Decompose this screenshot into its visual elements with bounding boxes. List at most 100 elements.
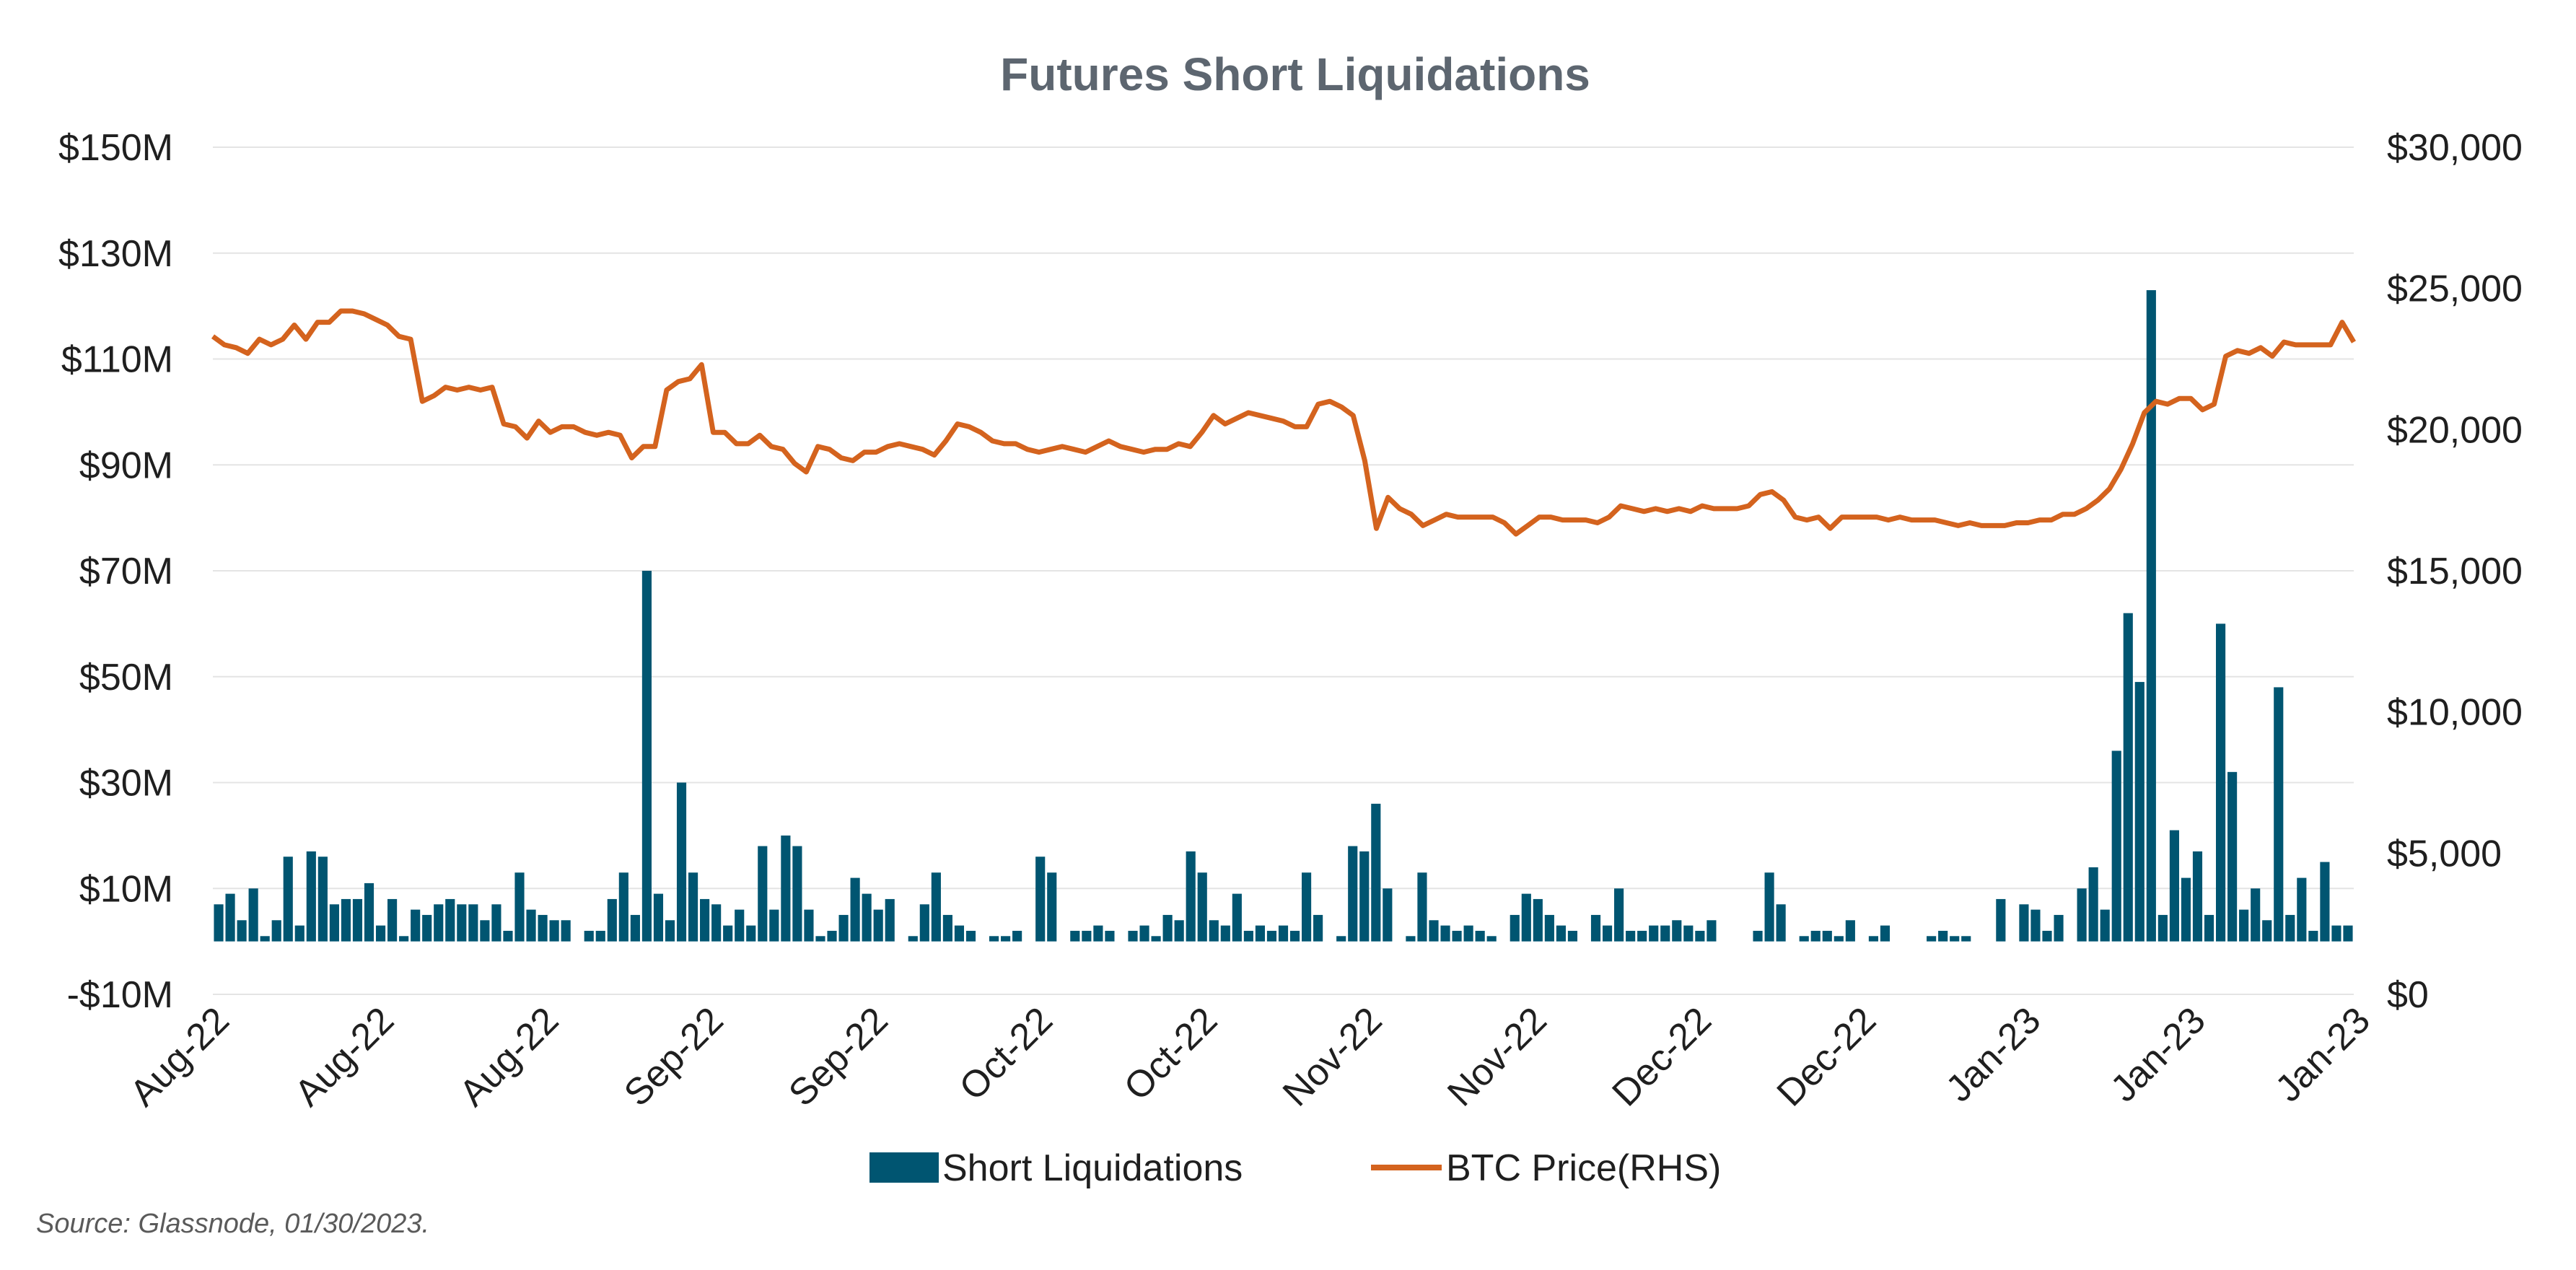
bar — [1128, 930, 1138, 942]
y-right-tick-label: $0 — [2387, 974, 2429, 1016]
bar — [422, 914, 432, 942]
bar — [1209, 920, 1219, 942]
bar — [538, 914, 548, 942]
bar — [618, 872, 628, 942]
bar — [283, 857, 293, 942]
bar — [1950, 936, 1960, 942]
bar — [1544, 914, 1554, 942]
bar — [2308, 930, 2318, 942]
bar — [758, 846, 768, 942]
bar — [1406, 936, 1416, 942]
bar — [1961, 936, 1971, 942]
bar — [411, 909, 421, 942]
bar — [2215, 623, 2226, 942]
bar — [2157, 914, 2168, 942]
bar — [2204, 914, 2214, 942]
bar — [306, 851, 316, 942]
bar — [781, 835, 791, 942]
y-left-tick-label: $110M — [61, 339, 173, 381]
bar — [2227, 771, 2238, 942]
bar — [2251, 888, 2261, 942]
y-left-tick-label: $50M — [79, 657, 173, 698]
chart-title: Futures Short Liquidations — [1000, 48, 1590, 100]
bar — [2042, 930, 2052, 942]
bar — [503, 930, 513, 942]
x-tick-label: Nov-22 — [1440, 999, 1555, 1115]
y-right-tick-label: $5,000 — [2387, 833, 2502, 875]
bar — [1463, 925, 1473, 942]
x-tick-label: Jan-23 — [2267, 999, 2378, 1110]
bar-series-short-liquidations — [214, 290, 2353, 942]
bar — [1626, 930, 1636, 942]
right-axis: $30,000 $25,000 $20,000 $15,000 $10,000 $5,00… — [2387, 127, 2523, 1016]
bar — [1197, 872, 1207, 942]
bar — [931, 872, 941, 942]
bar — [1556, 925, 1566, 942]
y-right-tick-label: $30,000 — [2387, 127, 2523, 169]
bar — [723, 925, 733, 942]
bar — [804, 909, 814, 942]
bar — [480, 920, 490, 942]
bar — [2169, 830, 2179, 942]
bar — [1602, 925, 1613, 942]
bar — [1359, 851, 1370, 942]
bar — [2297, 877, 2307, 942]
line-series-btc-price — [211, 308, 2357, 537]
x-tick-label: Aug-22 — [122, 999, 237, 1115]
bar — [1810, 930, 1821, 942]
bar — [260, 936, 270, 942]
bar — [1313, 914, 1323, 942]
bar — [1047, 872, 1057, 942]
bar — [1707, 920, 1717, 942]
bar — [908, 936, 918, 942]
bar — [1683, 925, 1694, 942]
y-right-tick-label: $10,000 — [2387, 692, 2523, 734]
bar — [1927, 936, 1937, 942]
legend-label-btc-price: BTC Price(RHS) — [1446, 1147, 1721, 1189]
bar — [1082, 930, 1092, 942]
x-tick-label: Sep-22 — [781, 999, 896, 1115]
bar — [1151, 936, 1161, 942]
bar — [248, 888, 258, 942]
bar — [2077, 888, 2087, 942]
bar — [2019, 904, 2029, 942]
x-tick-label: Dec-22 — [1769, 999, 1885, 1115]
bar — [271, 920, 281, 942]
bar — [1001, 936, 1011, 942]
bar — [1220, 925, 1230, 942]
bar — [1753, 930, 1763, 942]
bar — [364, 883, 374, 942]
bar — [225, 893, 235, 942]
bar — [317, 857, 328, 942]
bar — [1614, 888, 1624, 942]
bar — [873, 909, 883, 942]
bar — [641, 571, 652, 942]
bar — [1521, 893, 1531, 942]
bar — [2181, 877, 2191, 942]
legend-label-short-liquidations: Short Liquidations — [942, 1147, 1243, 1189]
bar — [329, 904, 339, 942]
grid-lines — [213, 146, 2354, 995]
bar — [2054, 914, 2064, 942]
bar — [1255, 925, 1265, 942]
bar — [1822, 930, 1832, 942]
bar — [375, 925, 386, 942]
bar — [2331, 925, 2341, 942]
bar — [1637, 930, 1647, 942]
bar — [1174, 920, 1184, 942]
bar — [1834, 936, 1844, 942]
bar — [1348, 846, 1358, 942]
bar — [595, 930, 605, 942]
bar — [1938, 930, 1948, 942]
bar — [1868, 936, 1879, 942]
x-tick-label: Jan-23 — [2103, 999, 2213, 1110]
bar — [954, 925, 965, 942]
bar — [2088, 867, 2098, 942]
bar — [711, 904, 722, 942]
bar — [2320, 862, 2330, 942]
bar — [1070, 930, 1080, 942]
bar — [1510, 914, 1520, 942]
bar — [387, 898, 398, 942]
bar — [885, 898, 895, 942]
